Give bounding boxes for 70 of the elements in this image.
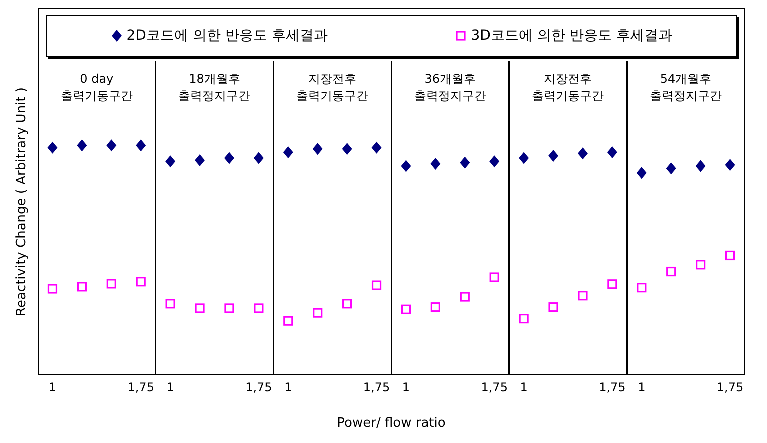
point [136, 140, 146, 152]
point [725, 159, 736, 172]
point [401, 304, 412, 314]
point [195, 154, 206, 167]
point [519, 314, 529, 324]
x-tick-label: 1 [166, 380, 174, 395]
point [77, 282, 87, 292]
x-tick-label: 1 [638, 380, 646, 395]
point [106, 140, 117, 152]
point [372, 142, 382, 154]
point [490, 156, 500, 168]
point [313, 308, 323, 318]
point [77, 140, 88, 152]
x-tick-label: 1 [284, 380, 292, 395]
text: 18개월후 출력정지구간 [178, 71, 252, 105]
point [608, 280, 618, 290]
point [254, 152, 264, 164]
point [401, 160, 412, 172]
point [519, 152, 530, 164]
point [166, 156, 176, 168]
point [430, 302, 440, 312]
point [548, 302, 558, 312]
point [666, 266, 676, 277]
point [48, 142, 58, 154]
point [636, 167, 647, 180]
point [106, 279, 116, 289]
point [312, 143, 323, 156]
point [224, 304, 234, 314]
point [430, 158, 441, 170]
x-tick-label: 1,75 [128, 380, 154, 395]
text: 54개월후 출력정지구간 [649, 71, 724, 105]
x-tick-label: 1,75 [481, 380, 508, 395]
x-tick-label: 1 [520, 380, 528, 395]
x-tick-label: 1,75 [599, 380, 626, 395]
point [48, 284, 58, 294]
point [607, 146, 618, 159]
text: 36개월후 출력정지구간 [413, 71, 488, 105]
x-tick-label: 1,75 [716, 380, 744, 395]
point [342, 143, 352, 156]
legend-label: 2D코드에 의한 반응도 후세결과 [126, 27, 328, 45]
x-tick-label: 1,75 [246, 380, 272, 395]
point [254, 304, 264, 314]
point [578, 291, 588, 301]
point [460, 292, 470, 302]
point [136, 277, 146, 287]
text: 지장전후 출력기동구간 [296, 71, 370, 105]
legend-label: 3D코드에 의한 반응도 후세결과 [471, 27, 672, 45]
point [166, 299, 176, 309]
point [548, 150, 559, 162]
x-tick-label: 1,75 [363, 380, 390, 395]
point [696, 260, 706, 270]
x-axis-title: Power/ flow ratio [337, 416, 446, 431]
text: 0 day 출력기동구간 [60, 71, 134, 105]
y-axis-title: Reactivity Change ( Arbitrary Unit ) [14, 87, 30, 316]
x-tick-label: 1 [402, 380, 410, 395]
text: 지장전후 출력기동구간 [531, 71, 606, 105]
point [725, 250, 736, 261]
point [372, 280, 382, 290]
point [666, 162, 676, 175]
point [224, 152, 234, 164]
point [637, 283, 647, 293]
point [460, 156, 470, 169]
point [283, 146, 294, 159]
point [284, 316, 294, 326]
point [490, 272, 500, 282]
x-tick-label: 1 [48, 380, 57, 395]
point [195, 304, 205, 314]
point [578, 148, 588, 160]
point [696, 160, 706, 172]
point [342, 299, 352, 309]
